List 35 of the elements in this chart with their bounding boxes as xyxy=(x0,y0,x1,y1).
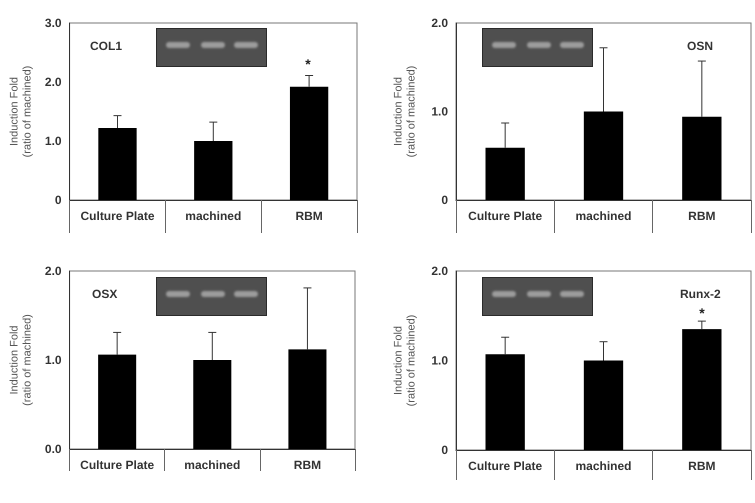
x-tick-label: Culture Plate xyxy=(468,459,542,473)
x-tick-label: RBM xyxy=(294,458,322,472)
y-axis-title: Induction Fold (ratio of machined) xyxy=(392,66,418,158)
x-tick-label: Culture Plate xyxy=(468,209,542,223)
x-tick-label: machined xyxy=(185,209,242,223)
annotation: * xyxy=(699,305,706,321)
y-tick-label: 1.0 xyxy=(431,354,448,368)
text: OSN xyxy=(687,39,714,53)
y-tick-label: 1.0 xyxy=(44,134,62,148)
x-tick-label: machined xyxy=(575,209,632,223)
y-tick-label: 2.0 xyxy=(44,75,62,89)
x-tick-label: Culture Plate xyxy=(80,458,154,472)
y-tick-label: 1.0 xyxy=(44,353,62,367)
text: Runx-2 xyxy=(680,287,721,301)
x-tick-label: RBM xyxy=(688,459,716,473)
y-tick-label: 0.0 xyxy=(44,442,62,456)
x-tick-label: RBM xyxy=(688,209,716,223)
y-axis-title: Induction Fold (ratio of machined) xyxy=(8,314,34,406)
x-tick-label: machined xyxy=(184,458,240,472)
y-tick-label: 1.0 xyxy=(431,104,448,118)
x-tick-label: machined xyxy=(575,459,632,473)
y-tick-label: 3.0 xyxy=(44,16,62,30)
x-tick-label: Culture Plate xyxy=(80,209,155,223)
y-tick-label: 0 xyxy=(441,193,448,207)
annotation: * xyxy=(305,56,312,72)
y-tick-label: 0 xyxy=(441,443,448,457)
y-axis-title: Induction Fold (ratio of machined) xyxy=(8,66,34,158)
y-tick-label: 2.0 xyxy=(431,16,448,30)
text: COL1 xyxy=(90,39,122,53)
text: OSX xyxy=(92,287,118,301)
y-axis-title: Induction Fold (ratio of machined) xyxy=(392,314,418,406)
x-tick-label: RBM xyxy=(295,209,323,223)
y-tick-label: 2.0 xyxy=(44,264,62,278)
y-tick-label: 0 xyxy=(54,193,62,207)
y-tick-label: 2.0 xyxy=(431,264,448,278)
